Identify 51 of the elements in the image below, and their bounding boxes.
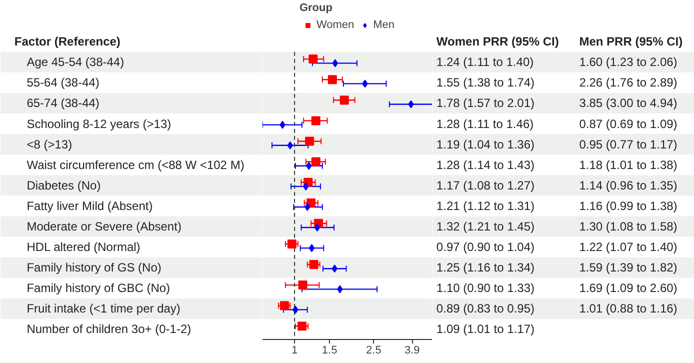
text: Men PRR (95% CI): [579, 34, 683, 49]
legend-title: Group: [299, 2, 334, 14]
y-axis-title: Factor (Reference): [14, 34, 120, 49]
data-label: 1.19 (1.04 to 1.36): [436, 137, 535, 152]
data-label: 1.18 (1.01 to 1.38): [579, 158, 678, 172]
data-label: 1.24 (1.11 to 1.40): [436, 55, 534, 70]
data-label: 2.26 (1.76 to 2.89): [579, 76, 678, 90]
data-label: 1.28 (1.11 to 1.46): [436, 116, 534, 131]
data-label: 0.89 (0.83 to 0.95): [436, 302, 535, 316]
y-tick-label: Waist circumference cm (<88 W <102 M): [26, 158, 244, 172]
data-label: 1.25 (1.16 to 1.34): [436, 260, 535, 275]
x-tick-label: 1.5: [322, 344, 338, 356]
x-tick-label: 3.9: [404, 344, 420, 356]
data-label: 1.69 (1.09 to 2.60): [579, 281, 678, 296]
x-tick-label: 2.5: [366, 344, 382, 356]
y-tick-label: 65-74 (38-44): [26, 96, 100, 110]
y-tick-label: Age 45-54 (38-44): [26, 55, 124, 70]
y-tick-label: Diabetes (No): [26, 178, 101, 192]
data-label: 1.10 (0.90 to 1.33): [436, 281, 535, 296]
data-label: 1.21 (1.12 to 1.31): [436, 198, 535, 213]
text: Women PRR (95% CI): [436, 34, 559, 49]
data-label: 0.97 (0.90 to 1.04): [436, 240, 535, 254]
y-tick-label: 55-64 (38-44): [26, 76, 100, 90]
y-tick-label: Fatty liver Mild (Absent): [26, 198, 153, 213]
legend-label: Women: [316, 19, 354, 31]
y-tick-label: HDL altered (Normal): [26, 240, 140, 254]
data-label: 1.16 (0.99 to 1.38): [579, 198, 678, 213]
data-label: 1.09 (1.01 to 1.17): [436, 322, 535, 336]
data-label: 3.85 (3.00 to 4.94): [579, 96, 678, 110]
y-tick-label: Family history of GS (No): [26, 260, 162, 275]
data-label: 1.30 (1.08 to 1.58): [579, 220, 678, 234]
y-tick-label: Fruit intake (<1 time per day): [26, 302, 180, 316]
data-label: 1.59 (1.39 to 1.82): [579, 260, 678, 275]
data-label: 1.01 (0.88 to 1.16): [579, 302, 678, 316]
y-tick-label: <8 (>13): [26, 137, 72, 152]
data-label: 1.55 (1.38 to 1.74): [436, 76, 535, 90]
data-label: 1.28 (1.14 to 1.43): [436, 158, 535, 172]
x-tick-label: 1: [291, 344, 298, 356]
data-label: 1.60 (1.23 to 2.06): [579, 55, 678, 70]
y-tick-label: Moderate or Severe (Absent): [26, 220, 182, 234]
legend-label: Men: [373, 19, 395, 31]
data-label: 1.32 (1.21 to 1.45): [436, 220, 535, 234]
y-tick-label: Number of children 3o+ (0-1-2): [26, 322, 192, 336]
data-label: 1.78 (1.57 to 2.01): [436, 96, 535, 110]
data-label: 1.17 (1.08 to 1.27): [436, 178, 535, 192]
data-label: 0.87 (0.69 to 1.09): [579, 116, 678, 131]
data-label: 1.22 (1.07 to 1.40): [579, 240, 678, 254]
y-tick-label: Family history of GBC (No): [26, 281, 170, 296]
data-label: 1.14 (0.96 to 1.35): [579, 178, 678, 192]
y-tick-label: Schooling 8-12 years (>13): [26, 116, 172, 131]
data-label: 0.95 (0.77 to 1.17): [579, 137, 678, 152]
